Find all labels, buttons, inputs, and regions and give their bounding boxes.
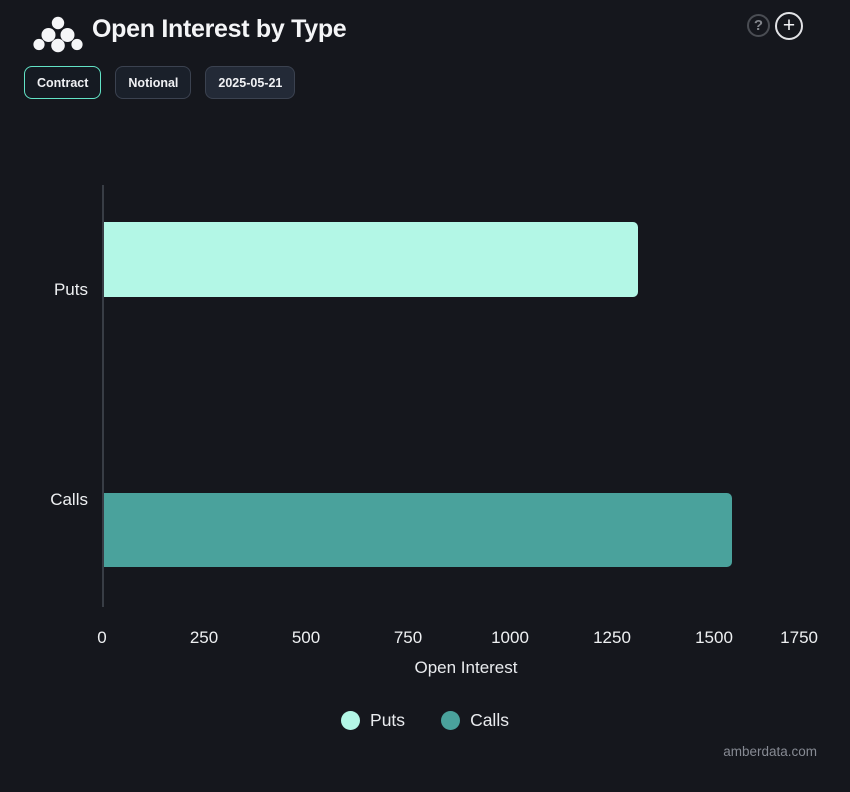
x-tick-1250: 1250 bbox=[593, 628, 631, 647]
toolbar: Contract Notional 2025-05-21 bbox=[24, 66, 296, 99]
legend-item-calls[interactable]: Calls bbox=[441, 710, 509, 731]
y-axis-label-calls: Calls bbox=[50, 490, 88, 509]
plus-icon: + bbox=[782, 13, 796, 37]
x-tick-250: 250 bbox=[189, 628, 219, 647]
bar-calls[interactable] bbox=[104, 493, 732, 567]
chart-legend: Puts Calls bbox=[0, 709, 850, 731]
legend-label: Puts bbox=[370, 709, 406, 730]
amberdata-logo-icon bbox=[33, 16, 83, 53]
legend-label: Calls bbox=[470, 709, 509, 730]
toggle-contract[interactable]: Contract bbox=[24, 66, 102, 99]
bar-puts[interactable] bbox=[104, 222, 638, 297]
y-axis-label-puts: Puts bbox=[53, 280, 88, 299]
page-title: Open Interest by Type bbox=[92, 15, 347, 43]
date-selector[interactable]: 2025-05-21 bbox=[205, 66, 296, 99]
help-button[interactable]: ? bbox=[747, 14, 770, 37]
x-tick-500: 500 bbox=[291, 628, 321, 647]
x-tick-750: 750 bbox=[393, 628, 423, 647]
toggle-notional[interactable]: Notional bbox=[115, 66, 192, 99]
x-tick-1500: 1500 bbox=[695, 628, 733, 647]
x-tick-1750: 1750 bbox=[780, 628, 818, 647]
legend-dot-puts bbox=[341, 710, 361, 730]
legend-dot-calls bbox=[441, 710, 461, 730]
question-icon: ? bbox=[753, 17, 764, 34]
x-tick-1000: 1000 bbox=[491, 628, 529, 647]
x-axis-title: Open Interest bbox=[414, 658, 518, 677]
x-tick-0: 0 bbox=[97, 628, 107, 647]
legend-item-puts[interactable]: Puts bbox=[341, 710, 405, 731]
watermark: amberdata.com bbox=[723, 744, 817, 759]
y-axis-line bbox=[102, 185, 104, 607]
add-button[interactable]: + bbox=[775, 12, 803, 40]
